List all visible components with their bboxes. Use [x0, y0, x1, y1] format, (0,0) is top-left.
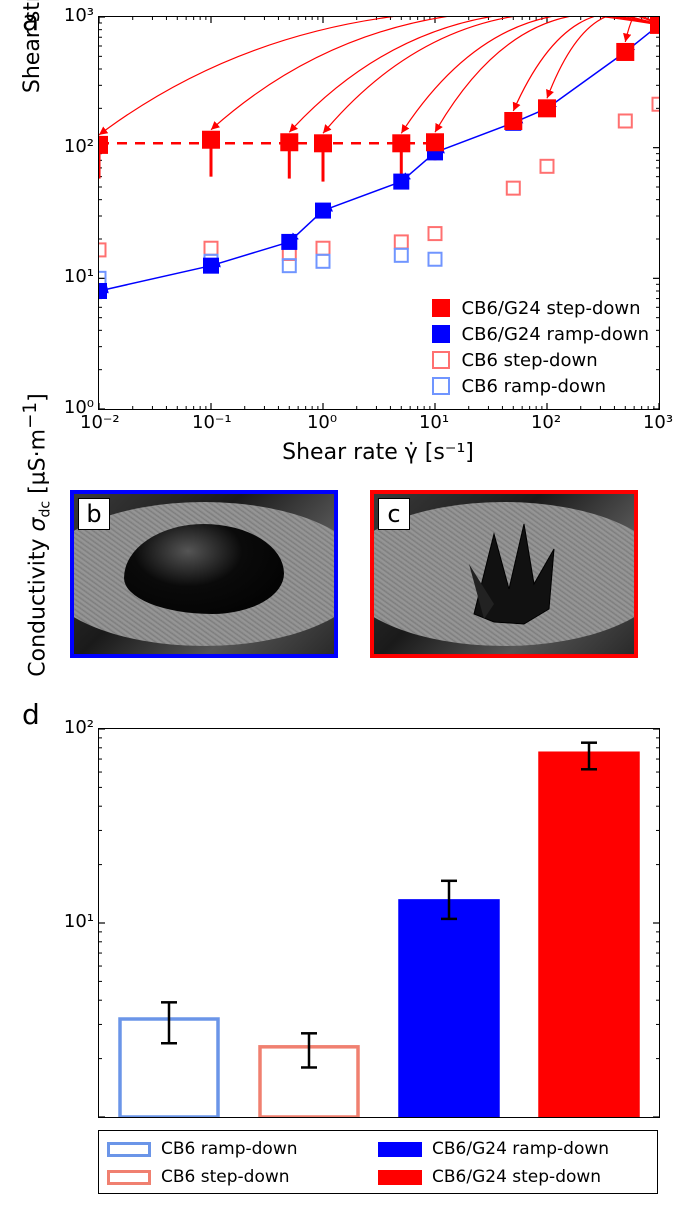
legend-d-label: CB6/G24 ramp-down — [432, 1139, 609, 1159]
legend-d-item: CB6/G24 ramp-down — [378, 1135, 649, 1163]
legend-d-label: CB6 step-down — [161, 1167, 290, 1187]
panel-b-label: b — [78, 498, 110, 530]
legend-a-label: CB6/G24 ramp-down — [462, 324, 649, 345]
panel-b-photo: b — [70, 490, 338, 658]
spiky-blob-icon — [374, 494, 634, 654]
xtick-label: 10⁻¹ — [192, 412, 228, 433]
panel-d-svg — [99, 729, 659, 1117]
panel-a-plot: CB6/G24 step-down CB6/G24 ramp-down CB6 … — [98, 16, 660, 410]
panel-d-legend: CB6 ramp-down CB6/G24 ramp-down CB6 step… — [98, 1130, 658, 1194]
legend-marker-icon — [432, 351, 450, 369]
ytick-label: 10² — [56, 717, 94, 738]
legend-a-label: CB6/G24 step-down — [462, 298, 641, 319]
xtick-label: 10⁰ — [304, 412, 340, 433]
legend-a-row: CB6/G24 ramp-down — [432, 321, 649, 347]
legend-a-label: CB6 step-down — [462, 350, 598, 371]
ytick-label: 10² — [56, 136, 94, 157]
legend-a-row: CB6/G24 step-down — [432, 295, 649, 321]
xtick-label: 10³ — [640, 412, 676, 433]
legend-d-label: CB6/G24 step-down — [432, 1167, 601, 1187]
panel-d-ylabel: Conductivity σdc [µS·m−1] — [20, 340, 54, 730]
legend-marker-icon — [432, 299, 450, 317]
legend-d-item: CB6 step-down — [107, 1163, 378, 1191]
ytick-label: 10³ — [56, 5, 94, 26]
panel-d-plot — [98, 728, 660, 1118]
xtick-label: 10² — [528, 412, 564, 433]
panel-a-xlabel: Shear rate γ̇ [s⁻¹] — [98, 440, 658, 465]
legend-d-item: CB6 ramp-down — [107, 1135, 378, 1163]
legend-d-item: CB6/G24 step-down — [378, 1163, 649, 1191]
legend-a-row: CB6 step-down — [432, 347, 649, 373]
xtick-label: 10¹ — [416, 412, 452, 433]
legend-swatch-icon — [107, 1170, 151, 1185]
panel-a-legend: CB6/G24 step-down CB6/G24 ramp-down CB6 … — [432, 295, 649, 399]
legend-marker-icon — [432, 377, 450, 395]
panel-c-photo: c — [370, 490, 638, 658]
legend-swatch-icon — [378, 1142, 422, 1157]
ytick-label: 10⁰ — [56, 397, 94, 418]
legend-marker-icon — [432, 325, 450, 343]
legend-a-row: CB6 ramp-down — [432, 373, 649, 399]
ytick-label: 10¹ — [56, 911, 94, 932]
legend-swatch-icon — [107, 1142, 151, 1157]
legend-swatch-icon — [378, 1170, 422, 1185]
ytick-label: 10¹ — [56, 266, 94, 287]
figure-root: a CB6/G24 step-down CB6/G24 ramp-down CB… — [0, 0, 685, 1217]
legend-a-label: CB6 ramp-down — [462, 376, 607, 397]
panel-a-ylabel: Shear stress τ [Pa] — [20, 0, 45, 100]
legend-d-label: CB6 ramp-down — [161, 1139, 298, 1159]
panel-c-label: c — [378, 498, 410, 530]
